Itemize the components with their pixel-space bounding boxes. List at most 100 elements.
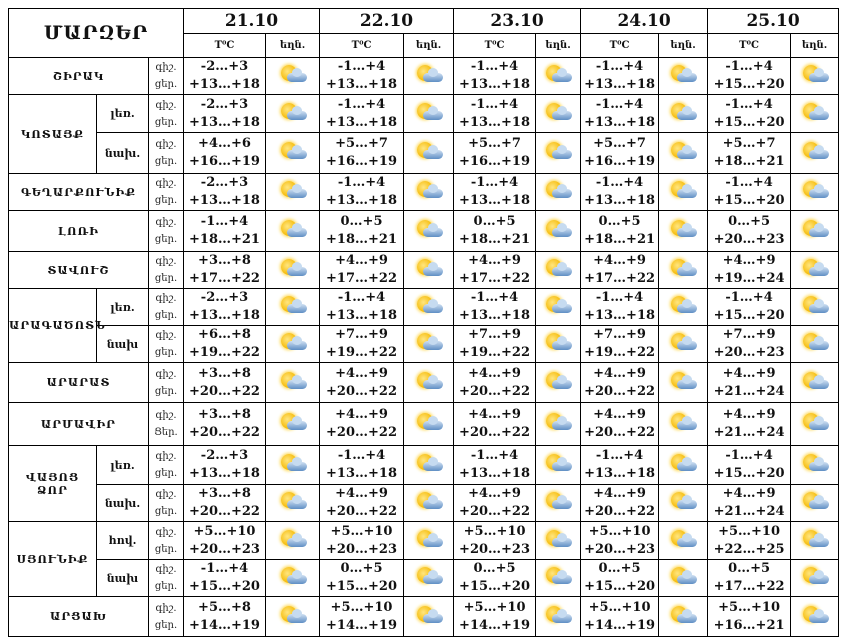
temperature-column-header: T⁰C [580, 33, 660, 58]
temperature-cell: 0…+5 +15…+20 [453, 559, 537, 597]
sun-behind-cloud-icon [544, 529, 573, 549]
table-row: նախ. գիշ. ցեր. +4…+6 +16…+19 +5…+7 +16…+19 +5…+… [9, 132, 840, 174]
weather-cell [658, 445, 709, 485]
day-temperature: +18…+21 [584, 232, 656, 247]
temperature-cell: -1…+4 +15…+20 [707, 288, 792, 326]
sun-behind-cloud-icon [279, 371, 307, 391]
weather-cell [658, 173, 709, 211]
night-temperature: -1…+4 [595, 175, 644, 190]
night-temperature: +7…+9 [722, 327, 776, 342]
day-temperature: +13…+18 [459, 466, 531, 481]
forecast-table: ՄԱՐԶԵՐ 21.10 22.10 23.10 24.10 25.10 T⁰C… [8, 8, 840, 637]
table-row: նախ գիշ. ցեր. -1…+4 +15…+20 0…+5 +15…+20 0…+5 +1… [9, 559, 840, 597]
region-name: ԱՐՄԱՎԻՐ [8, 402, 149, 446]
weather-cell [535, 362, 582, 403]
temperature-cell: +4…+9 +17…+22 [319, 251, 405, 289]
day-temperature: +15…+20 [713, 114, 785, 130]
night-temperature: +3…+8 [198, 253, 251, 268]
night-temperature: 0…+5 [598, 561, 641, 576]
night-temperature: +4…+9 [593, 365, 646, 381]
temperature-cell: -1…+4 +13…+18 [319, 445, 405, 485]
night-temperature: +4…+9 [722, 407, 776, 422]
night-temperature: 0…+5 [728, 561, 771, 576]
day-temperature: +13…+18 [189, 466, 260, 481]
temperature-cell: +5…+10 +14…+19 [319, 596, 405, 637]
region-name: ԿՈՏԱՅՔ [8, 94, 97, 174]
table-row: ԿՈՏԱՅՔ լեռ. գիշ. ցեր. -2…+3 +13…+18 -1…+4 +13…+… [8, 94, 840, 174]
sun-behind-cloud-icon [415, 412, 443, 432]
sun-behind-cloud-icon [669, 491, 698, 511]
sun-behind-cloud-icon [544, 453, 573, 473]
night-temperature: -2…+3 [200, 96, 249, 112]
day-temperature: +18…+21 [326, 232, 397, 247]
sun-behind-cloud-icon [801, 412, 829, 432]
night-temperature: +7…+9 [593, 327, 646, 342]
night-temperature: +4…+9 [593, 253, 646, 268]
sun-behind-cloud-icon [669, 453, 698, 473]
night-temperature: 0…+5 [728, 214, 771, 229]
sun-behind-cloud-icon [415, 102, 443, 122]
weather-cell [264, 288, 321, 326]
weather-cell [403, 325, 455, 363]
temperature-cell: -1…+4 +15…+20 [707, 94, 792, 133]
sun-behind-cloud-icon [544, 102, 573, 122]
weather-cell [790, 288, 840, 326]
sun-behind-cloud-icon [544, 605, 573, 625]
time-of-day-labels: գիշ. ցեր. [148, 559, 184, 597]
sun-behind-cloud-icon [801, 605, 829, 625]
region-name: ԼՈՌԻ [8, 210, 149, 252]
weather-cell [658, 251, 709, 289]
night-temperature: 0…+5 [340, 561, 383, 576]
time-of-day-labels: գիշ. ցեր. [148, 325, 184, 363]
column-header-row: T⁰C եղն. T⁰C եղն. T⁰C եղն. T⁰C եղն. T⁰C եղն. [9, 33, 840, 58]
weather-cell [535, 94, 582, 133]
temperature-cell: +4…+9 +20…+22 [453, 362, 537, 403]
temperature-cell: -2…+3 +13…+18 [183, 173, 266, 211]
temperature-cell: -1…+4 +13…+18 [580, 445, 660, 485]
sun-behind-cloud-icon [669, 64, 698, 84]
day-temperature: +20…+22 [459, 504, 531, 519]
time-of-day-labels: գիշ. ցեր. [148, 173, 184, 211]
region-name: ԱՐԱԳԱԾՈՏՆ [8, 288, 105, 363]
weather-cell [535, 484, 582, 522]
temperature-cell: 0…+5 +18…+21 [580, 210, 660, 252]
table-row: ԱՐԱՐԱՏ գիշ. ցեր. +3…+8 +20…+22 +4…+9 +20…+22 +4… [8, 362, 840, 403]
day-temperature: +17…+22 [459, 271, 531, 286]
weather-cell [403, 57, 455, 95]
weather-cell [790, 521, 840, 560]
night-label: գիշ. [155, 178, 177, 189]
day-label: ցեր. [154, 581, 178, 592]
day-temperature: +13…+18 [189, 114, 260, 130]
temperature-cell: +5…+10 +20…+23 [319, 521, 405, 560]
night-temperature: +7…+9 [335, 327, 388, 342]
temperature-cell: 0…+5 +18…+21 [453, 210, 537, 252]
day-label: ցեր. [154, 543, 178, 555]
temperature-cell: +7…+9 +19…+22 [453, 325, 537, 363]
day-temperature: +13…+18 [459, 114, 531, 130]
temperature-cell: +6…+8 +19…+22 [183, 325, 266, 363]
sun-behind-cloud-icon [415, 64, 443, 84]
sun-behind-cloud-icon [801, 219, 829, 239]
night-temperature: -1…+4 [337, 448, 386, 463]
night-label: գիշ. [155, 139, 177, 150]
temperature-cell: 0…+5 +17…+22 [707, 559, 792, 597]
day-temperature: +16…+19 [326, 154, 397, 169]
sun-behind-cloud-icon [415, 258, 443, 278]
sun-behind-cloud-icon [544, 295, 573, 315]
night-label: գիշ. [155, 217, 177, 228]
day-temperature: +20…+22 [584, 425, 656, 440]
night-temperature: -1…+4 [470, 175, 519, 190]
day-temperature: +13…+18 [584, 308, 656, 323]
weather-cell [790, 94, 840, 133]
temperature-cell: +4…+9 +20…+22 [580, 484, 660, 522]
weather-cell [790, 210, 840, 252]
night-temperature: +5…+10 [330, 599, 393, 615]
day-temperature: +16…+21 [713, 617, 785, 633]
day-temperature: +17…+22 [189, 271, 260, 286]
night-label: գիշ. [155, 256, 177, 267]
day-label: ցեր. [154, 468, 178, 479]
region-name: ՏԱՎՈՒՇ [8, 251, 149, 289]
temperature-cell: -2…+3 +13…+18 [183, 445, 266, 485]
sun-behind-cloud-icon [669, 295, 698, 315]
day-temperature: +20…+23 [713, 232, 785, 247]
